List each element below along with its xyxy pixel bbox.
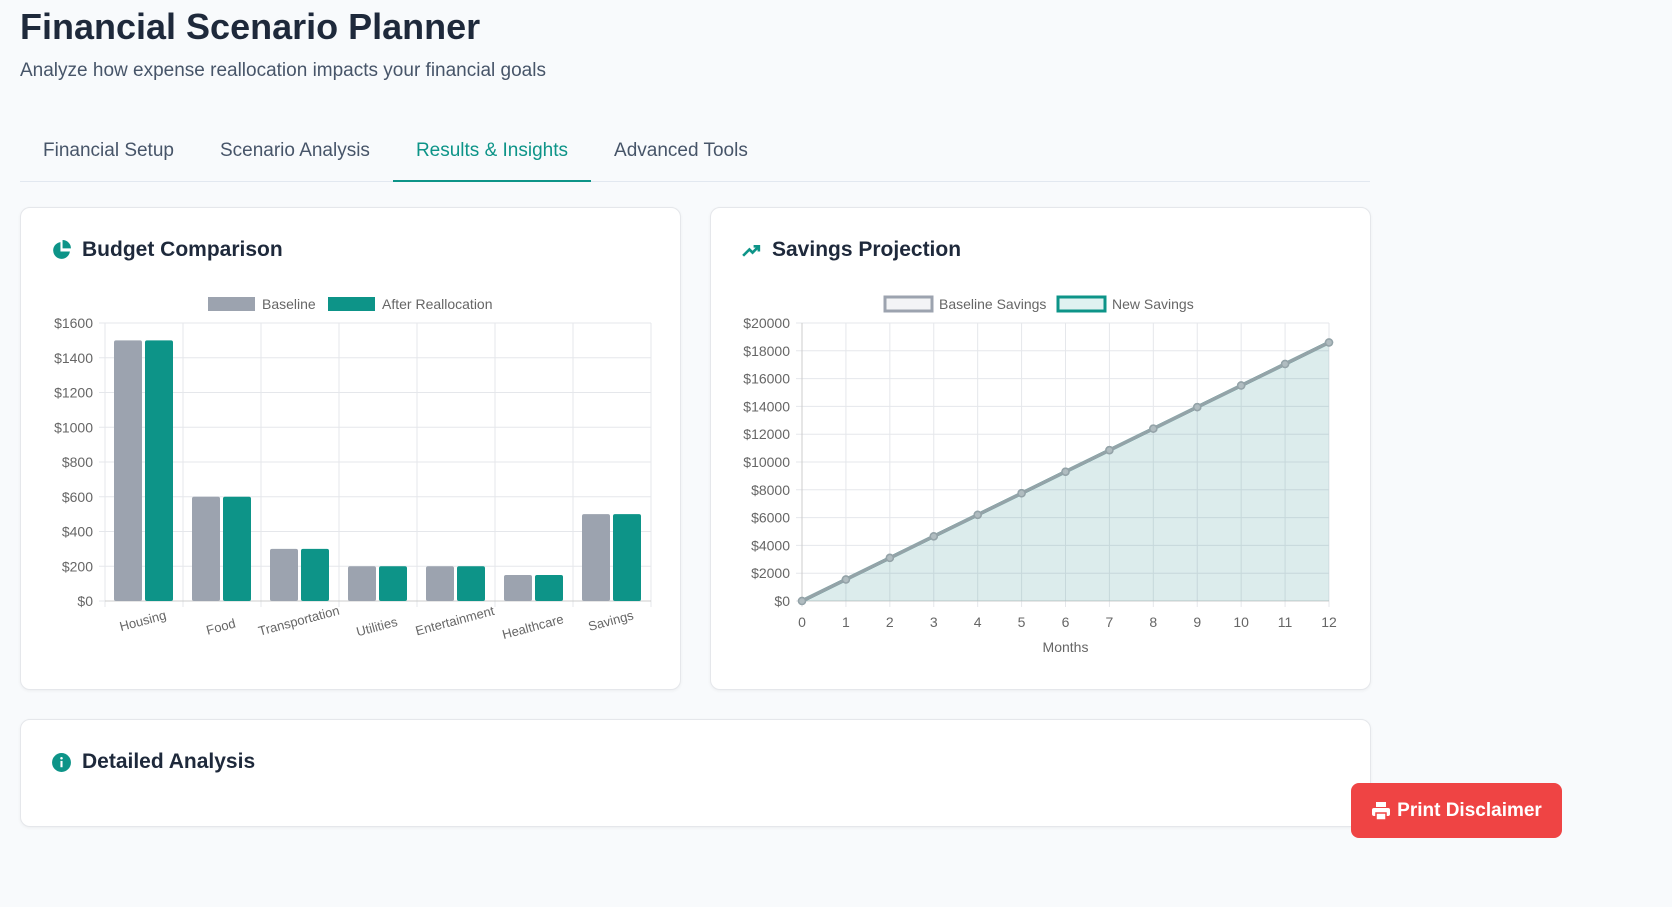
y-tick-label: $0 bbox=[774, 593, 790, 609]
tab-bar: Financial Setup Scenario Analysis Result… bbox=[20, 128, 1370, 182]
tab-advanced-tools[interactable]: Advanced Tools bbox=[614, 140, 748, 161]
y-tick-label: $16000 bbox=[743, 371, 790, 387]
x-tick-label: 10 bbox=[1233, 614, 1249, 630]
bar-baseline bbox=[192, 496, 220, 601]
data-point bbox=[1280, 359, 1290, 369]
legend-swatch bbox=[328, 297, 375, 311]
y-tick-label: $2000 bbox=[751, 565, 790, 581]
y-tick-label: $1000 bbox=[54, 419, 93, 435]
card-title: Savings Projection bbox=[772, 238, 962, 261]
detailed-analysis-card: Detailed Analysis bbox=[20, 719, 1371, 827]
legend-swatch bbox=[1056, 295, 1107, 313]
tab-financial-setup[interactable]: Financial Setup bbox=[43, 140, 174, 161]
printer-icon bbox=[1372, 801, 1391, 821]
x-tick-label: 4 bbox=[974, 614, 982, 630]
x-tick-label: Healthcare bbox=[501, 611, 566, 642]
bar-after-reallocation bbox=[379, 566, 407, 601]
x-tick-label: 8 bbox=[1149, 614, 1157, 630]
x-tick-label: Transportation bbox=[257, 603, 341, 639]
page-subtitle: Analyze how expense reallocation impacts… bbox=[20, 60, 546, 81]
data-point bbox=[1236, 381, 1246, 390]
x-tick-label: 3 bbox=[930, 614, 938, 630]
card-title: Detailed Analysis bbox=[82, 750, 256, 773]
data-point bbox=[1061, 467, 1070, 476]
budget-bar-chart: $0 $200 $400 $600 $800 $1000 $1200 $1400 $1600 Ho… bbox=[54, 296, 652, 642]
tab-scenario-analysis[interactable]: Scenario Analysis bbox=[219, 140, 370, 161]
x-tick-label: Utilities bbox=[355, 614, 400, 639]
y-tick-label: $1200 bbox=[54, 385, 93, 401]
bar-after-reallocation bbox=[457, 566, 485, 601]
y-tick-label: $20000 bbox=[743, 315, 790, 331]
y-tick-label: $600 bbox=[62, 489, 93, 505]
y-tick-label: $18000 bbox=[743, 343, 790, 359]
data-point bbox=[1193, 402, 1202, 412]
y-tick-label: $0 bbox=[77, 593, 93, 609]
bar-baseline bbox=[426, 566, 454, 601]
data-point bbox=[841, 575, 851, 584]
data-point bbox=[1324, 338, 1334, 347]
info-icon bbox=[52, 752, 71, 772]
bar-baseline bbox=[114, 340, 142, 601]
bar-after-reallocation bbox=[145, 340, 173, 601]
bar-baseline bbox=[348, 566, 376, 601]
x-tick-label: Savings bbox=[587, 607, 636, 634]
y-tick-label: $10000 bbox=[743, 454, 790, 470]
pie-chart-icon bbox=[53, 239, 71, 259]
y-tick-label: $800 bbox=[62, 454, 93, 470]
x-tick-label: 9 bbox=[1193, 614, 1201, 630]
tab-results-insights[interactable]: Results & Insights bbox=[392, 128, 592, 182]
data-point bbox=[1105, 445, 1114, 455]
legend-label: Baseline Savings bbox=[939, 296, 1046, 312]
budget-comparison-card: Budget Comparison $0 $200 $400 $600 $800 $100… bbox=[20, 207, 681, 690]
data-point bbox=[1017, 489, 1026, 498]
card-title: Budget Comparison bbox=[82, 238, 283, 261]
y-tick-label: $8000 bbox=[751, 482, 790, 498]
savings-projection-card: Savings Projection $0 $2000 $4000 $6000 $800… bbox=[710, 207, 1371, 690]
page-title: Financial Scenario Planner bbox=[20, 6, 481, 47]
x-tick-label: 7 bbox=[1106, 614, 1114, 630]
y-tick-label: $4000 bbox=[751, 537, 790, 553]
bar-after-reallocation bbox=[223, 496, 251, 601]
legend-label: After Reallocation bbox=[382, 296, 493, 312]
data-point bbox=[929, 532, 938, 541]
x-tick-label: 6 bbox=[1062, 614, 1070, 630]
bar-baseline bbox=[504, 574, 532, 601]
legend-label: Baseline bbox=[262, 296, 316, 312]
legend-swatch bbox=[883, 295, 934, 313]
x-axis-label: Months bbox=[1043, 639, 1089, 655]
bar-after-reallocation bbox=[613, 514, 641, 601]
x-tick-label: Food bbox=[205, 616, 238, 638]
y-tick-label: $14000 bbox=[743, 398, 790, 414]
bar-baseline bbox=[582, 514, 610, 601]
print-label: Print Disclaimer bbox=[1397, 799, 1542, 821]
y-tick-label: $200 bbox=[62, 558, 93, 574]
data-point bbox=[1149, 424, 1158, 433]
data-point bbox=[885, 553, 895, 563]
y-tick-label: $400 bbox=[62, 524, 93, 540]
x-tick-label: 5 bbox=[1018, 614, 1026, 630]
bar-after-reallocation bbox=[301, 548, 329, 601]
x-tick-label: Housing bbox=[118, 607, 168, 634]
bar-baseline bbox=[270, 548, 298, 601]
x-tick-label: 1 bbox=[842, 614, 850, 630]
x-tick-label: 11 bbox=[1278, 614, 1293, 630]
bar-after-reallocation bbox=[535, 574, 563, 601]
trending-up-icon bbox=[742, 244, 761, 257]
x-tick-label: Entertainment bbox=[414, 603, 496, 639]
y-tick-label: $12000 bbox=[743, 426, 790, 442]
x-tick-label: 2 bbox=[886, 614, 894, 630]
y-tick-label: $6000 bbox=[751, 510, 790, 526]
data-point bbox=[973, 510, 982, 520]
x-tick-label: 12 bbox=[1321, 614, 1337, 630]
legend-label: New Savings bbox=[1112, 296, 1194, 312]
data-point bbox=[797, 596, 807, 606]
x-tick-label: 0 bbox=[798, 614, 806, 630]
savings-line-chart: $0 $2000 $4000 $6000 $8000 $10000 $12000 $14000… bbox=[743, 295, 1337, 655]
y-tick-label: $1400 bbox=[54, 350, 93, 366]
y-tick-label: $1600 bbox=[54, 315, 93, 331]
print-disclaimer-button[interactable]: Print Disclaimer bbox=[1351, 783, 1562, 838]
legend-swatch bbox=[208, 297, 255, 311]
